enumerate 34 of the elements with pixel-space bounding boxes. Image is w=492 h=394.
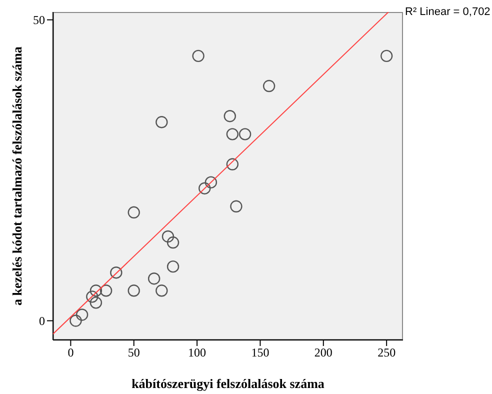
point <box>128 284 140 297</box>
x-tick-label: 200 <box>314 346 332 360</box>
point <box>156 284 168 297</box>
point <box>90 296 102 309</box>
point <box>226 128 239 140</box>
point <box>90 284 102 297</box>
y-axis-title: a kezelés kódot tartalmazó felszólalások száma <box>10 46 25 306</box>
point <box>192 50 204 62</box>
point <box>148 272 160 285</box>
point <box>86 290 98 303</box>
point <box>204 176 218 188</box>
point <box>226 158 239 170</box>
x-tick-label: 250 <box>378 346 396 360</box>
point <box>128 206 140 219</box>
point <box>100 284 112 297</box>
point <box>198 182 211 194</box>
text: R² Linear = 0,702 <box>405 6 490 18</box>
point <box>76 308 88 321</box>
point <box>166 236 180 249</box>
point <box>70 314 82 327</box>
point <box>166 260 180 273</box>
x-axis-title: kábítószerügyi felszólalások száma <box>132 376 325 391</box>
x-tick-label: 100 <box>188 346 206 360</box>
x-tick-label: 150 <box>251 346 270 360</box>
x-tick-label: 0 <box>68 346 74 360</box>
point <box>224 110 236 122</box>
point <box>110 266 122 279</box>
point <box>156 116 168 128</box>
point <box>162 230 174 243</box>
point <box>230 200 242 212</box>
point <box>380 50 393 62</box>
x-tick-label: 50 <box>128 346 140 360</box>
point <box>238 128 252 140</box>
point <box>262 80 276 92</box>
